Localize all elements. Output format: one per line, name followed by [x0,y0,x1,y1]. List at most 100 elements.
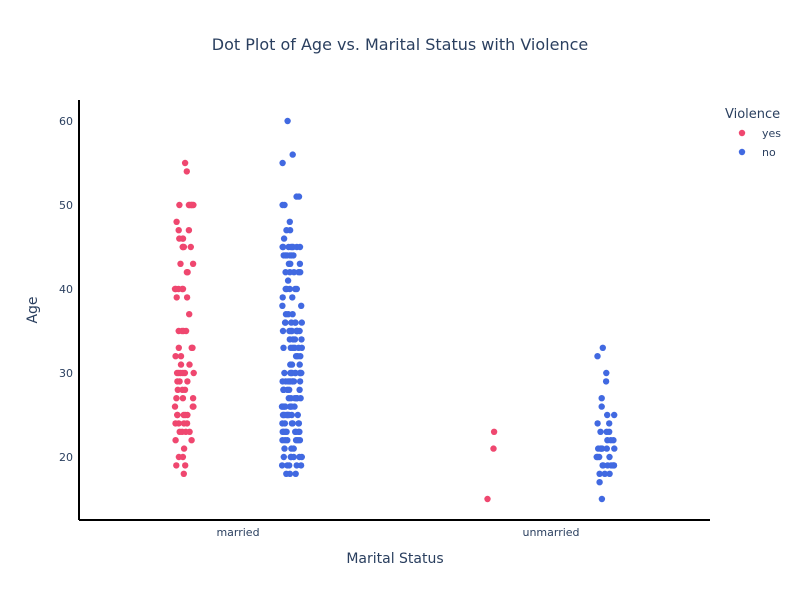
data-point[interactable] [298,302,305,309]
data-point[interactable] [285,311,292,318]
data-point[interactable] [606,453,613,461]
data-point[interactable] [286,336,293,343]
data-point[interactable] [297,353,304,360]
data-point[interactable] [180,411,187,419]
data-point[interactable] [279,294,286,301]
data-point[interactable] [283,227,290,234]
data-point[interactable] [603,369,610,377]
data-point[interactable] [281,437,289,444]
data-point[interactable] [596,479,603,486]
data-point[interactable] [596,470,603,477]
data-point[interactable] [298,319,305,326]
data-point[interactable] [280,428,287,435]
data-point[interactable] [173,369,181,377]
data-point[interactable] [179,285,186,293]
legend-items[interactable]: yes no [738,127,781,159]
data-point[interactable] [281,369,288,377]
data-point[interactable] [286,462,293,469]
data-point[interactable] [181,386,189,393]
data-point[interactable] [279,159,286,167]
data-point[interactable] [291,395,298,402]
data-point[interactable] [279,403,286,410]
data-point[interactable] [594,420,601,427]
data-point[interactable] [280,243,287,251]
data-point[interactable] [281,201,288,209]
data-point[interactable] [173,218,180,225]
data-point[interactable] [287,344,294,351]
data-point[interactable] [179,395,187,402]
data-point[interactable] [188,437,195,444]
data-point[interactable] [288,361,296,368]
data-point[interactable] [603,428,610,435]
data-point[interactable] [180,470,187,477]
data-point[interactable] [176,201,183,209]
data-point[interactable] [287,260,294,267]
data-point[interactable] [606,420,613,427]
data-point[interactable] [173,462,180,469]
data-point[interactable] [278,462,286,469]
data-point[interactable] [292,437,300,444]
data-point[interactable] [279,378,286,385]
data-point[interactable] [179,453,187,461]
legend-item-yes[interactable]: yes [738,127,781,140]
data-point[interactable] [283,285,290,293]
data-point[interactable] [296,260,304,267]
data-point[interactable] [177,260,184,267]
data-point[interactable] [180,445,188,452]
data-point[interactable] [179,243,186,251]
data-point[interactable] [187,243,194,251]
data-point[interactable] [183,269,191,276]
data-point[interactable] [604,411,611,419]
data-point[interactable] [295,193,303,200]
data-point[interactable] [182,462,189,469]
data-point[interactable] [594,353,601,360]
data-point[interactable] [279,302,286,309]
data-point[interactable] [291,336,299,343]
data-point[interactable] [189,395,197,402]
data-point[interactable] [600,462,607,469]
legend[interactable]: Violence yes no [725,107,781,159]
data-point[interactable] [183,294,191,301]
data-point[interactable] [180,420,188,427]
data-point[interactable] [172,353,179,360]
data-point[interactable] [281,445,288,452]
data-point[interactable] [174,386,181,393]
data-point[interactable] [176,428,183,435]
data-point[interactable] [606,470,613,477]
data-point[interactable] [285,395,292,402]
data-point[interactable] [296,453,303,461]
data-point[interactable] [280,386,287,393]
data-point[interactable] [292,319,299,326]
data-point[interactable] [281,420,289,427]
data-point[interactable] [296,378,304,385]
data-point[interactable] [295,420,303,427]
data-point[interactable] [176,235,183,242]
data-point[interactable] [288,369,295,377]
legend-item-no[interactable]: no [738,146,776,159]
data-point[interactable] [186,428,193,435]
data-point[interactable] [286,327,293,335]
data-point[interactable] [490,445,497,452]
data-point[interactable] [186,361,193,368]
data-point[interactable] [286,252,294,259]
data-point[interactable] [183,168,190,175]
data-point[interactable] [607,437,614,444]
data-point[interactable] [611,445,618,452]
data-point[interactable] [296,361,303,368]
data-point[interactable] [173,294,180,301]
data-point[interactable] [293,327,300,335]
data-point[interactable] [171,285,179,293]
data-point[interactable] [289,378,296,385]
data-point[interactable] [286,218,293,225]
data-point[interactable] [177,361,185,368]
data-point[interactable] [185,227,193,234]
data-point[interactable] [175,344,182,351]
data-point[interactable] [598,395,605,402]
data-point[interactable] [175,420,182,427]
data-point[interactable] [295,344,302,351]
data-point[interactable] [184,378,191,385]
data-point[interactable] [292,470,299,477]
data-point[interactable] [171,403,179,410]
data-point[interactable] [186,311,193,318]
data-point[interactable] [175,227,182,234]
